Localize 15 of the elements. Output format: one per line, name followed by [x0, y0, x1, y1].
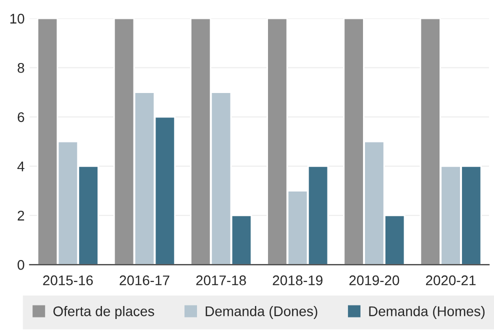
x-tick-label: 2015-16 — [43, 275, 93, 286]
x-tick-label: 2017-18 — [196, 275, 246, 286]
y-tick-label: 2 — [18, 210, 24, 220]
legend-label: Demanda (Dones) — [206, 306, 318, 319]
y-tick-label: 10 — [10, 14, 24, 24]
x-tick-label: 2020-21 — [426, 275, 476, 286]
legend-label: Oferta de places — [53, 306, 154, 319]
legend-label: Demanda (Homes) — [369, 306, 485, 319]
x-tick-label: 2016-17 — [120, 275, 170, 286]
x-tick-label: 2018-19 — [272, 275, 322, 286]
x-tick-label: 2019-20 — [349, 275, 400, 286]
y-tick-label: 0 — [18, 260, 24, 270]
y-tick-label: 4 — [17, 162, 24, 172]
y-tick-label: 8 — [18, 63, 24, 73]
y-tick-label: 6 — [18, 112, 24, 122]
